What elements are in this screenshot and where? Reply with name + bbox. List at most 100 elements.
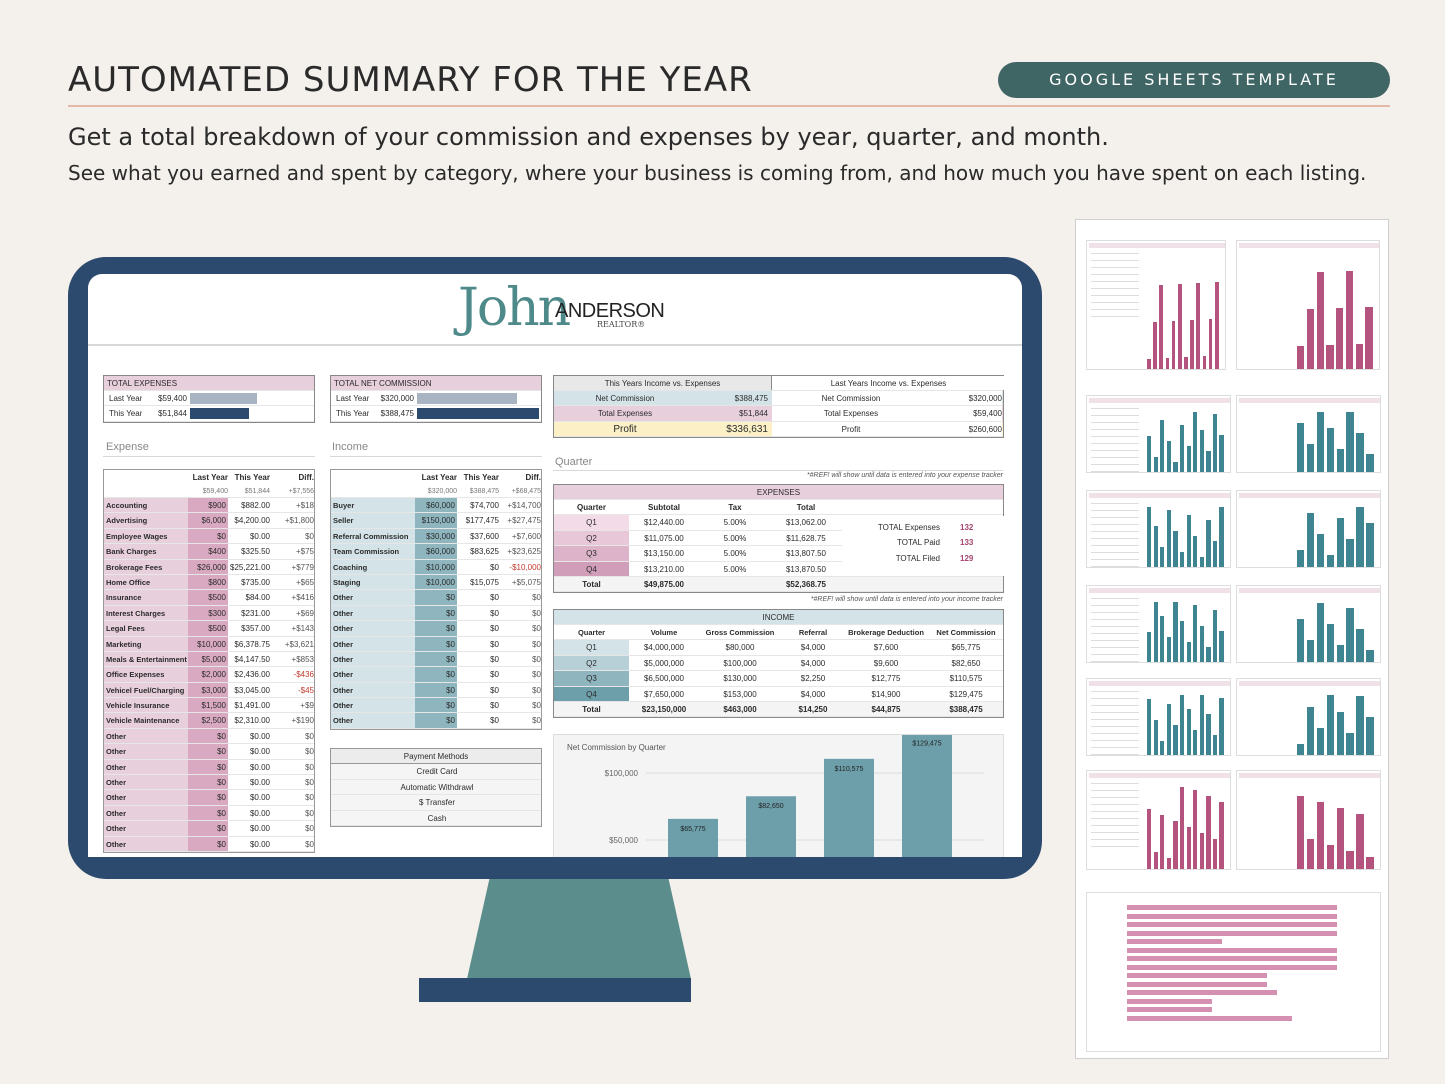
preview-hbar bbox=[1127, 964, 1337, 970]
preview-hbar bbox=[1127, 947, 1337, 953]
preview-hbar bbox=[1127, 939, 1222, 944]
qinc-col-5: Net Commission bbox=[936, 628, 996, 637]
preview-bar bbox=[1166, 441, 1171, 472]
quarter-income-row: Q1 $4,000,000 $80,000 $4,000 $7,600 $65,775 bbox=[554, 640, 1003, 656]
expense-last-year: $5,000 bbox=[188, 651, 228, 667]
preview-bar bbox=[1346, 608, 1354, 662]
income-this-year: $0 bbox=[490, 685, 499, 695]
preview-bar bbox=[1153, 322, 1157, 369]
preview-bar bbox=[1153, 602, 1158, 662]
preview-bar bbox=[1206, 714, 1211, 755]
qinc-cell-4: $7,600 bbox=[873, 643, 899, 653]
preview-row-line bbox=[1091, 524, 1139, 525]
preview-bar bbox=[1366, 717, 1374, 755]
qinc-col-0: Quarter bbox=[577, 628, 606, 637]
income-category: Team Commission bbox=[331, 544, 415, 559]
expense-last-year: $0 bbox=[188, 744, 228, 759]
expense-this-year: $84.00 bbox=[245, 593, 270, 603]
preview-bar bbox=[1219, 631, 1224, 662]
preview-bar bbox=[1326, 845, 1334, 869]
expense-this-year: $0.00 bbox=[249, 747, 270, 757]
preview-bar bbox=[1147, 699, 1152, 755]
preview-bar bbox=[1171, 321, 1176, 369]
qexp-quarter: Q4 bbox=[554, 561, 629, 576]
quarter-stat-row: TOTAL Filed 129 bbox=[842, 551, 1004, 566]
income-row: Coaching $10,000 $0 -$10,000 bbox=[331, 559, 541, 575]
income-this-year: $0 bbox=[490, 608, 499, 618]
total-net-commission-box: TOTAL NET COMMISSION Last Year $320,000 T… bbox=[330, 375, 542, 423]
preview-row-line bbox=[1091, 818, 1139, 819]
expense-row: Marketing $10,000 $6,378.75 +$3,621 bbox=[104, 636, 314, 652]
income-diff: $0 bbox=[532, 701, 541, 711]
preview-bar bbox=[1206, 451, 1211, 472]
preview-bar bbox=[1193, 790, 1198, 869]
expense-category: Insurance bbox=[104, 590, 188, 605]
expense-heading-line bbox=[103, 456, 315, 457]
preview-bar bbox=[1306, 444, 1315, 472]
preview-hbar bbox=[1127, 930, 1337, 936]
qinc-cell-2: $80,000 bbox=[725, 643, 755, 653]
template-preview-thumbnail bbox=[1075, 219, 1389, 1059]
preview-row-line bbox=[1091, 626, 1139, 627]
payment-method: $ Transfer bbox=[418, 798, 455, 808]
preview-bar bbox=[1306, 309, 1314, 369]
qexp-quarter: Q3 bbox=[554, 546, 629, 561]
qexp-total: $13,870.50 bbox=[785, 564, 827, 574]
qexp-subtotal: $13,210.00 bbox=[643, 564, 685, 574]
expense-diff: -$45 bbox=[297, 685, 314, 695]
preview-row-line bbox=[1091, 559, 1139, 560]
preview-bar bbox=[1186, 515, 1191, 567]
expense-diff: +$143 bbox=[291, 624, 314, 634]
quarter-income-row: Q2 $5,000,000 $100,000 $4,000 $9,600 $82,650 bbox=[554, 655, 1003, 672]
expense-row: Accounting $900 $882.00 +$18 bbox=[104, 498, 314, 514]
expense-this-year: $0.00 bbox=[249, 793, 270, 803]
payment-method-row: Credit Card bbox=[331, 764, 541, 780]
income-last-year: $0 bbox=[415, 590, 457, 605]
preview-bar bbox=[1212, 541, 1218, 567]
qinc-total-1: $23,150,000 bbox=[641, 704, 687, 714]
expense-last-year: $500 bbox=[188, 590, 228, 605]
payment-method-row: Automatic Withdrawl bbox=[331, 780, 541, 796]
preview-bar bbox=[1316, 272, 1324, 369]
tn-last-value: $320,000 bbox=[380, 394, 414, 403]
qexp-tax: 5.00% bbox=[723, 533, 747, 543]
expense-last-year: $0 bbox=[188, 759, 228, 775]
preview-bar bbox=[1326, 695, 1334, 755]
preview-bar bbox=[1184, 357, 1188, 369]
preview-bar bbox=[1326, 624, 1334, 662]
expense-last-year: $0 bbox=[188, 790, 228, 805]
quarter-stat-value: 129 bbox=[960, 553, 974, 563]
preview-bar bbox=[1212, 839, 1218, 869]
expense-this-year: $1,491.00 bbox=[234, 701, 270, 711]
preview-panel-header bbox=[1239, 681, 1380, 686]
preview-bar bbox=[1366, 857, 1374, 869]
preview-chart-panel bbox=[1086, 395, 1231, 473]
preview-bar bbox=[1336, 645, 1344, 662]
preview-chart-panel bbox=[1236, 585, 1381, 663]
income-last-year: $0 bbox=[415, 698, 457, 713]
total-expenses-box: TOTAL EXPENSES Last Year $59,400 This Yea… bbox=[103, 375, 315, 423]
expense-diff: -$436 bbox=[293, 670, 314, 680]
vs-this-net-label: Net Commission bbox=[595, 394, 655, 403]
preview-panel-header bbox=[1089, 588, 1230, 593]
qexp-tax: 5.00% bbox=[723, 564, 747, 574]
preview-chart-panel bbox=[1236, 678, 1381, 756]
quarter-income-title: INCOME bbox=[762, 613, 795, 622]
expense-this-year: $3,045.00 bbox=[234, 685, 270, 695]
subtitle-primary: Get a total breakdown of your commission… bbox=[68, 123, 1109, 151]
qinc-cell-1: $7,650,000 bbox=[643, 689, 685, 699]
total-expenses-title: TOTAL EXPENSES bbox=[107, 379, 178, 388]
expense-diff: $0 bbox=[305, 808, 314, 818]
preview-row-line bbox=[1091, 832, 1139, 833]
income-last-year: $60,000 bbox=[415, 498, 457, 513]
preview-bar bbox=[1160, 741, 1165, 755]
expense-this-year: $4,147.50 bbox=[234, 654, 270, 664]
expense-category: Bank Charges bbox=[104, 544, 188, 559]
preview-bar bbox=[1336, 449, 1344, 472]
income-row: Other $0 $0 $0 bbox=[331, 636, 541, 652]
preview-bar bbox=[1297, 744, 1305, 755]
expense-this-year: $0.00 bbox=[249, 731, 270, 741]
preview-panel-header bbox=[1089, 243, 1225, 248]
preview-chart-panel bbox=[1236, 395, 1381, 473]
headline-divider bbox=[68, 105, 1390, 107]
